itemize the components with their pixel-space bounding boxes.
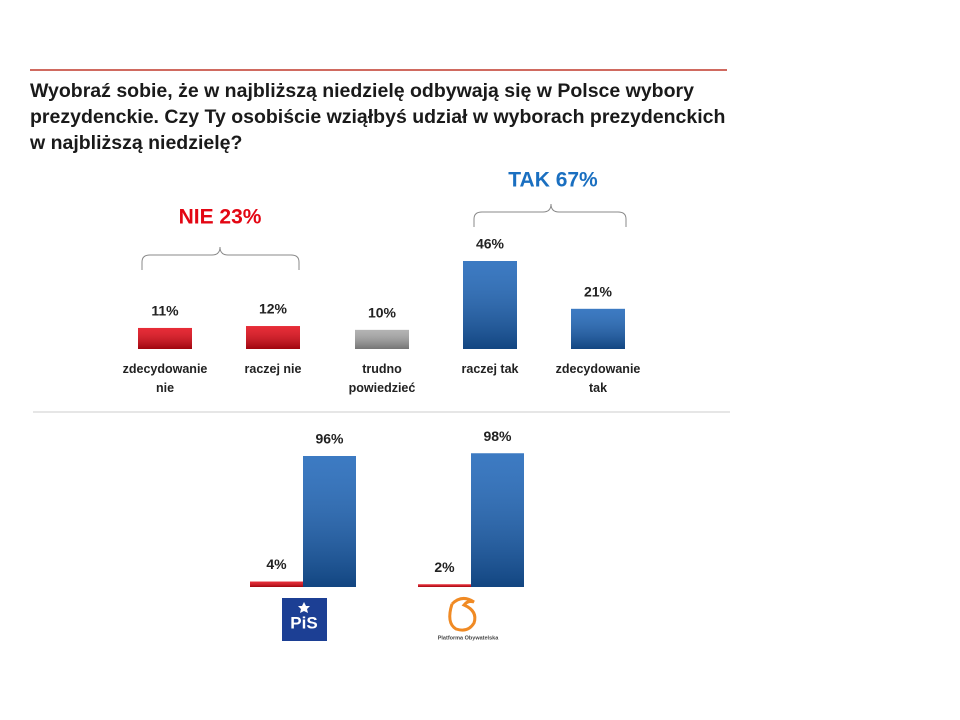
data-label: 2% (434, 559, 455, 575)
title-line: Wyobraź sobie, że w najbliższą niedzielę… (30, 80, 694, 102)
bar-shade (463, 261, 517, 349)
data-label: 21% (584, 284, 613, 300)
data-label: 46% (476, 236, 505, 252)
data-label: 12% (259, 301, 288, 317)
data-label: 4% (266, 556, 287, 572)
logo-star (298, 602, 310, 613)
bar-shade (303, 456, 356, 587)
bar-shade (250, 581, 303, 587)
annotation: NIE 23% (179, 206, 262, 229)
data-label: 11% (151, 303, 179, 319)
logo (448, 597, 477, 632)
bar-shade (571, 308, 625, 349)
data-label: 96% (315, 431, 344, 447)
bar-shade (355, 329, 409, 349)
bracket (473, 203, 627, 227)
title-line: w najbliższą niedzielę? (30, 132, 243, 154)
logo-text: Platforma Obywatelska (438, 635, 499, 641)
data-label: 10% (368, 305, 397, 321)
data-label: 98% (483, 428, 512, 444)
x-tick-label: raczej nie (244, 362, 302, 376)
bar-shade (246, 326, 300, 349)
logo-text: PiS (290, 613, 317, 632)
annotation: TAK 67% (508, 169, 598, 192)
bar-shade (138, 327, 192, 349)
x-tick-label: raczej tak (461, 362, 519, 376)
bar-shade (418, 584, 471, 587)
title-line: prezydenckie. Czy Ty osobiście wziąłbyś … (30, 106, 726, 128)
x-tick-label: zdecydowanie tak (555, 362, 641, 395)
bar-shade (471, 453, 524, 587)
x-tick-label: zdecydowanie nie (122, 362, 208, 395)
bracket (141, 246, 300, 270)
x-tick-label: trudno powiedzieć (348, 362, 416, 395)
